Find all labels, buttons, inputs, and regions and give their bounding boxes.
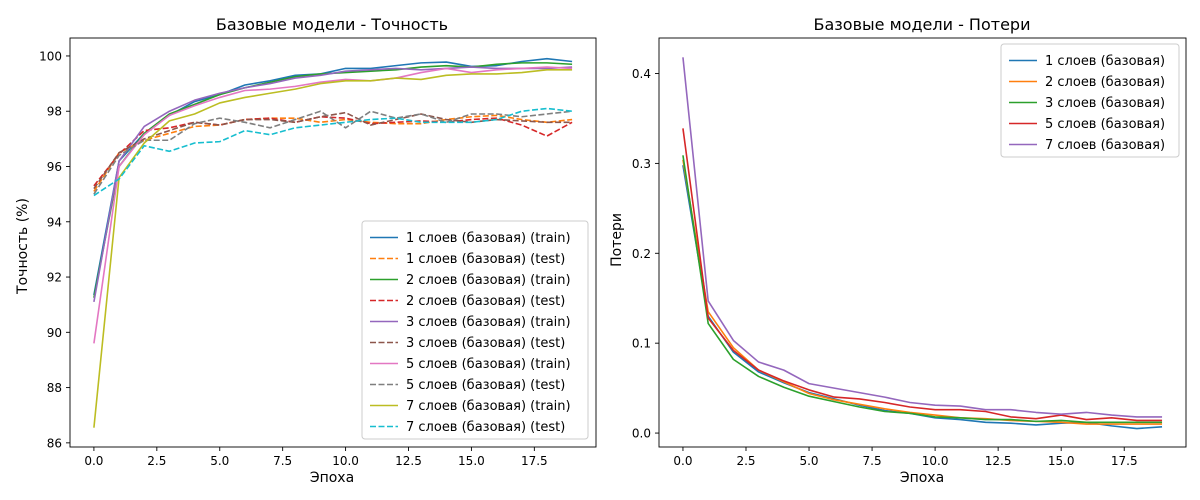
x-tick-label: 12.5 <box>395 454 422 468</box>
x-tick-label: 15.0 <box>458 454 485 468</box>
series-line-9 <box>93 107 573 197</box>
x-tick-label: 7.5 <box>863 454 882 468</box>
x-tick-label: 10.0 <box>922 454 949 468</box>
legend-label: 3 слоев (базовая) <box>1045 96 1165 111</box>
legend-box <box>1000 43 1180 158</box>
y-tick-label: 96 <box>47 160 62 174</box>
x-tick-label: 17.5 <box>521 454 548 468</box>
series-line-8 <box>93 68 573 428</box>
axes-frame <box>658 37 1187 448</box>
loss-plot-area: 0.0 2.5 5.0 7.5 10.0 12.5 15.0 17.5 0.0 0.1 0.2 0.3… <box>632 37 1187 468</box>
x-tick-label: 5.0 <box>210 454 229 468</box>
series-line-7 <box>93 110 573 195</box>
loss-chart: Базовые модели - Потери Эпоха Потери 0.0… <box>609 15 1187 486</box>
x-tick-label: 12.5 <box>985 454 1012 468</box>
legend-label: 7 слоев (базовая) (test) <box>406 420 565 435</box>
y-tick-label: 0.2 <box>632 247 651 261</box>
x-tick-label: 17.5 <box>1111 454 1138 468</box>
y-tick-label: 92 <box>47 271 62 285</box>
y-tick-label: 98 <box>47 105 62 119</box>
y-tick-label: 100 <box>39 49 62 63</box>
series-line-1 <box>93 114 573 192</box>
series-line-4 <box>682 57 1163 418</box>
y-tick-label: 0.4 <box>632 67 651 81</box>
loss-chart-title: Базовые модели - Потери <box>814 15 1031 34</box>
legend-label: 5 слоев (базовая) <box>1045 117 1165 132</box>
legend-label: 3 слоев (базовая) (train) <box>406 315 571 330</box>
legend-label: 5 слоев (базовая) (test) <box>406 378 565 393</box>
legend-label: 7 слоев (базовая) (train) <box>406 399 571 414</box>
y-tick-label: 0.3 <box>632 157 651 171</box>
series-line-3 <box>93 115 573 187</box>
legend-label: 3 слоев (базовая) (test) <box>406 336 565 351</box>
x-tick-label: 0.0 <box>673 454 692 468</box>
series-line-6 <box>93 66 573 344</box>
y-tick-label: 86 <box>47 436 62 450</box>
x-tick-label: 7.5 <box>273 454 292 468</box>
x-tick-label: 2.5 <box>147 454 166 468</box>
series-line-3 <box>682 128 1163 422</box>
legend-label: 5 слоев (базовая) (train) <box>406 357 571 372</box>
legend-label: 2 слоев (базовая) <box>1045 75 1165 90</box>
y-tick-label: 90 <box>47 326 62 340</box>
y-tick-label: 94 <box>47 215 62 229</box>
series-line-4 <box>93 66 573 303</box>
legend-label: 7 слоев (базовая) <box>1045 138 1165 153</box>
y-tick-label: 88 <box>47 381 62 395</box>
accuracy-chart-title: Базовые модели - Точность <box>216 15 448 34</box>
axes-frame <box>69 37 597 448</box>
x-tick-label: 0.0 <box>84 454 103 468</box>
x-tick-label: 15.0 <box>1048 454 1075 468</box>
loss-chart-ylabel: Потери <box>609 213 625 267</box>
x-tick-label: 2.5 <box>736 454 755 468</box>
x-tick-label: 10.0 <box>332 454 359 468</box>
y-tick-label: 0.1 <box>632 337 651 351</box>
legend-label: 1 слоев (базовая) (train) <box>406 231 571 246</box>
legend: 1 слоев (базовая) (train) 1 слоев (базова… <box>361 220 589 440</box>
accuracy-plot-area: 0.0 2.5 5.0 7.5 10.0 12.5 15.0 17.5 86 88 90 92 94 96… <box>39 37 597 468</box>
accuracy-chart: Базовые модели - Точность Эпоха Точность… <box>15 15 597 486</box>
legend-box <box>361 220 589 440</box>
legend-label: 2 слоев (базовая) (train) <box>406 273 571 288</box>
series-line-2 <box>682 155 1163 424</box>
y-tick-label: 0.0 <box>632 427 651 441</box>
legend-label: 2 слоев (базовая) (test) <box>406 294 565 309</box>
legend-label: 1 слоев (базовая) (test) <box>406 252 565 267</box>
loss-chart-xlabel: Эпоха <box>900 470 944 486</box>
accuracy-chart-xlabel: Эпоха <box>310 470 354 486</box>
legend-label: 1 слоев (базовая) <box>1045 54 1165 69</box>
legend: 1 слоев (базовая) 2 слоев (базовая) 3 слое… <box>1000 43 1180 158</box>
accuracy-chart-ylabel: Точность (%) <box>15 198 31 295</box>
x-tick-label: 5.0 <box>799 454 818 468</box>
